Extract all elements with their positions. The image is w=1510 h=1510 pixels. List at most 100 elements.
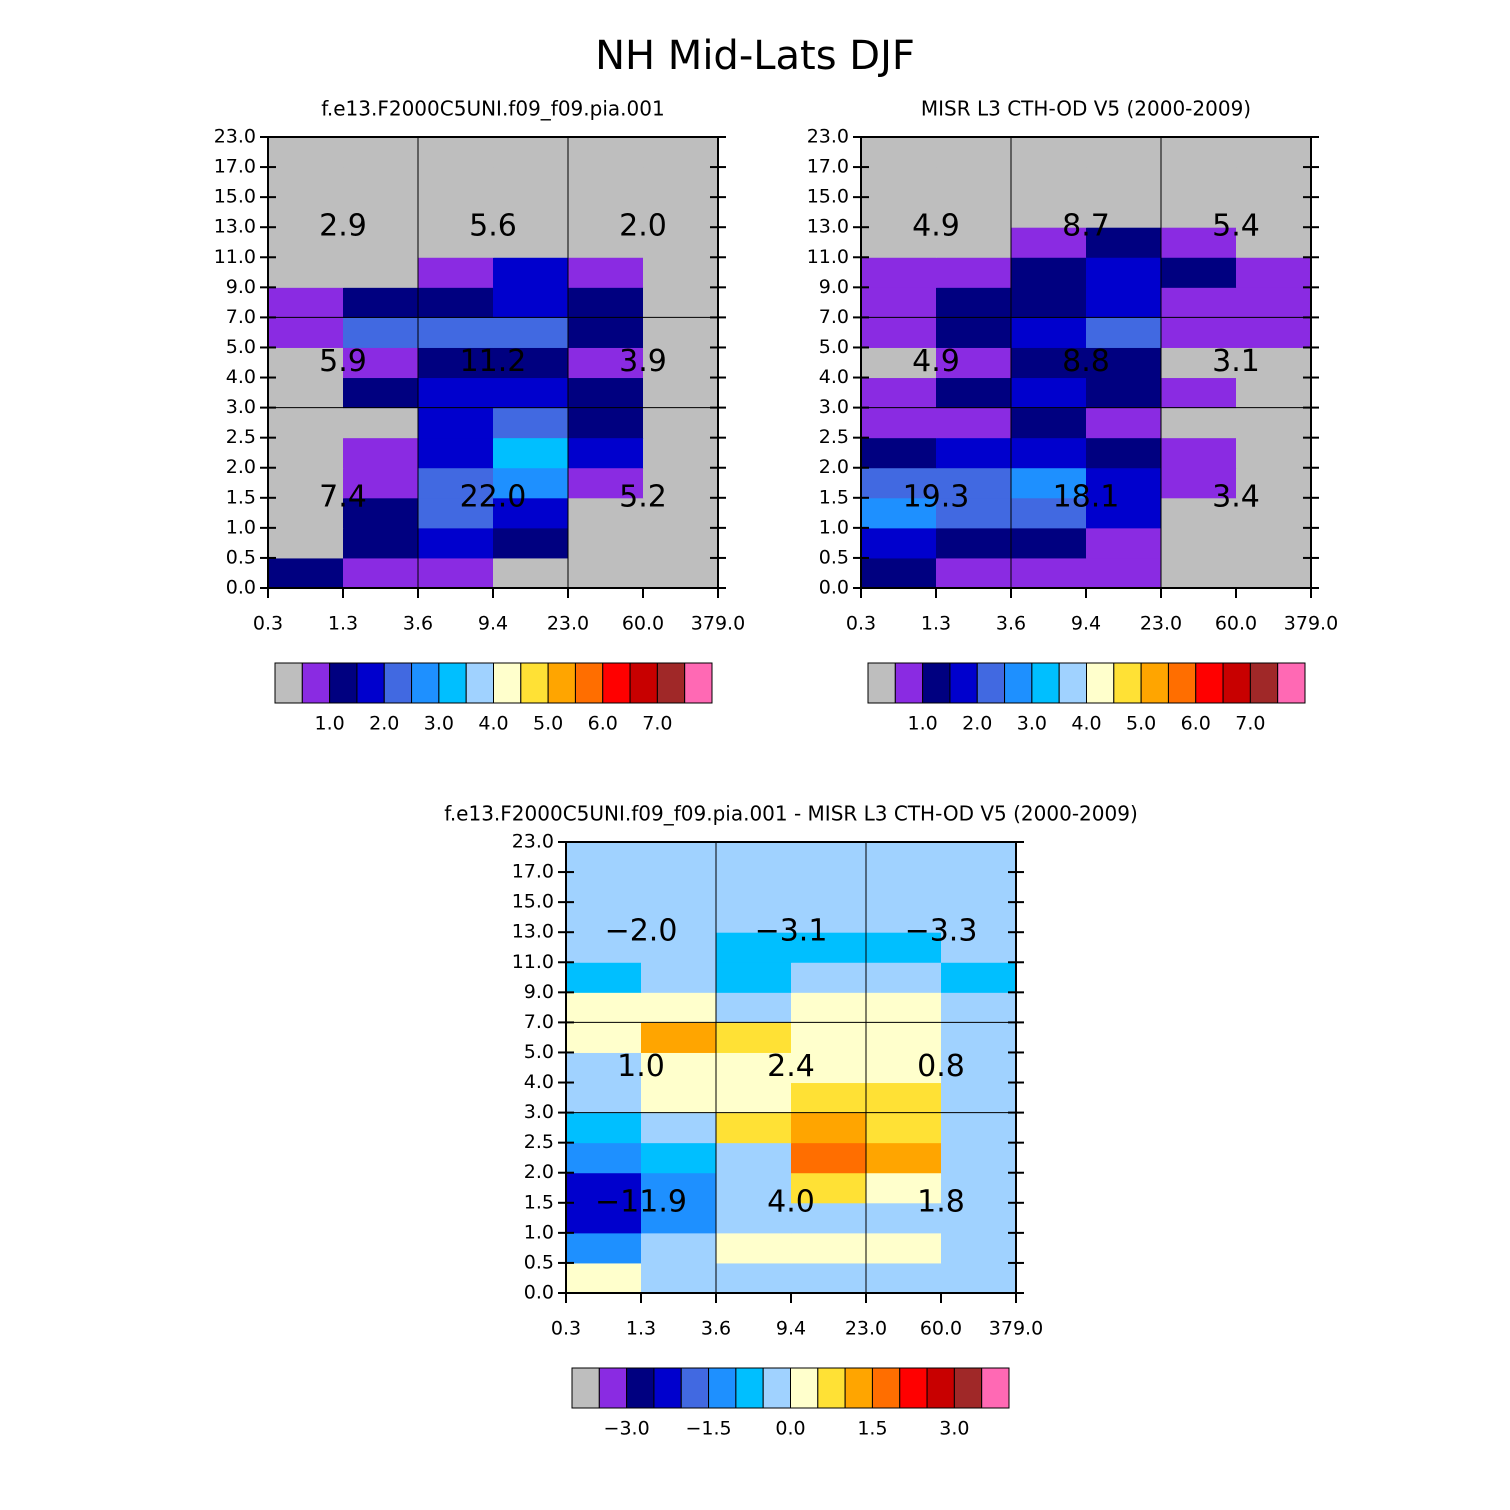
y-tick-label: 1.0 xyxy=(524,1221,554,1243)
cell xyxy=(418,197,494,228)
cell xyxy=(866,1202,942,1234)
cell xyxy=(936,347,1012,379)
cell xyxy=(1086,467,1162,499)
cell xyxy=(268,497,344,529)
cell xyxy=(1086,377,1162,409)
cell xyxy=(268,407,344,439)
cell xyxy=(566,962,642,993)
cell xyxy=(641,1172,717,1204)
cell xyxy=(641,1082,717,1114)
cell xyxy=(1161,137,1237,168)
cell xyxy=(1086,497,1162,529)
cell xyxy=(643,167,719,198)
colorbar-label: 3.0 xyxy=(939,1418,969,1440)
colorbar-box xyxy=(629,662,658,704)
cell xyxy=(716,872,792,903)
cell xyxy=(861,227,937,258)
cell xyxy=(861,347,937,379)
y-tick-label: 11.0 xyxy=(214,246,256,268)
cell xyxy=(566,842,642,873)
colorbar-box xyxy=(708,1367,737,1409)
cell xyxy=(1011,437,1087,469)
box-value: −2.0 xyxy=(605,914,678,949)
cell xyxy=(641,1202,717,1234)
colorbar-box xyxy=(867,662,896,704)
y-tick-label: 4.0 xyxy=(524,1071,554,1093)
cell xyxy=(791,1112,867,1144)
cell xyxy=(1086,257,1162,288)
cell xyxy=(1161,347,1237,379)
cell xyxy=(866,1022,942,1053)
y-tick-label: 0.5 xyxy=(524,1251,554,1273)
cell xyxy=(493,377,569,409)
y-tick-label: 0.0 xyxy=(819,577,849,599)
cell xyxy=(936,167,1012,198)
x-tick-label: 3.6 xyxy=(403,613,433,635)
colorbar-box xyxy=(602,662,631,704)
y-tick-label: 11.0 xyxy=(512,951,554,973)
cell xyxy=(1011,467,1087,499)
cell xyxy=(1011,557,1087,589)
cell xyxy=(791,1022,867,1053)
cell xyxy=(268,197,344,228)
cell xyxy=(568,407,644,439)
y-tick-label: 2.5 xyxy=(819,426,849,448)
cell xyxy=(936,557,1012,589)
box-value: 3.4 xyxy=(1212,479,1260,514)
colorbar-box xyxy=(949,662,978,704)
x-tick-label: 379.0 xyxy=(691,613,745,635)
cell xyxy=(791,1082,867,1114)
box-value: 4.9 xyxy=(912,209,960,244)
cell xyxy=(716,932,792,963)
colorbar-box xyxy=(1031,662,1060,704)
colorbar-box xyxy=(656,662,686,704)
colorbar-label: 2.0 xyxy=(962,713,992,735)
cell xyxy=(791,1232,867,1264)
cell xyxy=(1086,287,1162,318)
cell xyxy=(493,167,569,198)
colorbar-label: 7.0 xyxy=(642,713,672,735)
y-tick-label: 1.5 xyxy=(226,486,256,508)
cell xyxy=(1236,167,1312,198)
cell xyxy=(493,497,569,529)
cell xyxy=(641,1052,717,1084)
cell xyxy=(566,992,642,1023)
cell xyxy=(1086,437,1162,469)
colorbar-box xyxy=(790,1367,819,1409)
cell xyxy=(641,842,717,873)
colorbar-label: 0.0 xyxy=(775,1418,805,1440)
cell xyxy=(493,557,569,589)
y-tick-label: 1.0 xyxy=(819,516,849,538)
cell xyxy=(1236,557,1312,589)
cell xyxy=(493,287,569,318)
x-tick-label: 9.4 xyxy=(478,613,508,635)
y-tick-label: 1.5 xyxy=(524,1191,554,1213)
cell xyxy=(936,437,1012,469)
cell xyxy=(568,527,644,559)
y-tick-label: 7.0 xyxy=(524,1011,554,1033)
x-tick-label: 60.0 xyxy=(1215,613,1257,635)
cell xyxy=(1161,557,1237,589)
cell xyxy=(941,1142,1017,1174)
cell xyxy=(643,197,719,228)
cell xyxy=(566,1082,642,1114)
x-tick-label: 23.0 xyxy=(845,1318,887,1340)
y-tick-label: 5.0 xyxy=(226,336,256,358)
cell xyxy=(641,932,717,963)
cell xyxy=(861,317,937,348)
y-tick-label: 15.0 xyxy=(214,186,256,208)
cell xyxy=(493,527,569,559)
x-tick-label: 9.4 xyxy=(1071,613,1101,635)
colorbar-box xyxy=(411,662,440,704)
cell xyxy=(268,377,344,409)
cell xyxy=(716,1202,792,1234)
cell xyxy=(866,1232,942,1264)
cell xyxy=(568,467,644,499)
cell xyxy=(343,137,419,168)
box-value: 5.2 xyxy=(619,479,667,514)
cell xyxy=(1236,467,1312,499)
y-tick-label: 9.0 xyxy=(819,276,849,298)
cell xyxy=(861,377,937,409)
cell xyxy=(493,467,569,499)
cell xyxy=(268,317,344,348)
